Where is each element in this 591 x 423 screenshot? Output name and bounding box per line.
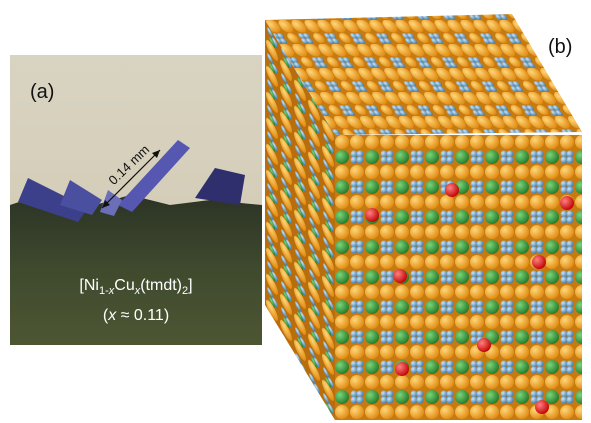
arrow-head <box>102 200 110 208</box>
photo: 0.14 mm (a) [Ni1-xCux(tmdt)2] (x ≈ 0.11) <box>10 55 262 345</box>
doping-part: ( <box>103 307 109 324</box>
doping-part: x <box>107 307 117 324</box>
crystal <box>100 190 122 216</box>
doping-part: ≈ 0.11) <box>116 307 169 324</box>
cu-site <box>560 196 574 210</box>
cu-site <box>393 269 407 283</box>
formula-part: 2 <box>182 285 188 297</box>
panel-label: (b) <box>548 36 572 58</box>
formula-part: Cu <box>114 277 134 294</box>
cu-site <box>365 208 379 222</box>
cu-site <box>445 183 459 197</box>
model-top-face <box>265 14 582 135</box>
formula-part: (tmdt) <box>140 277 182 294</box>
cu-site <box>532 255 546 269</box>
crystal <box>195 168 245 205</box>
formula-part: ] <box>188 277 192 294</box>
photo-substrate <box>10 195 262 345</box>
doping: (x ≈ 0.11) <box>103 307 169 324</box>
formula-part: x <box>134 285 141 297</box>
model-front-face <box>335 135 582 420</box>
model-side-face <box>265 20 335 420</box>
arrow-head <box>152 150 160 158</box>
formula: [Ni1-xCux(tmdt)2] <box>79 277 192 297</box>
crystal <box>60 180 102 215</box>
cu-site <box>535 400 549 414</box>
crystal <box>118 140 190 212</box>
crystal <box>18 178 88 222</box>
cu-site <box>477 338 491 352</box>
cu-site <box>395 362 409 376</box>
scale-arrow <box>101 149 161 209</box>
formula-part: [Ni <box>79 277 99 294</box>
formula-part: 1- <box>99 285 109 297</box>
crystal-model: (b) <box>265 14 582 420</box>
formula-part: x <box>108 285 115 297</box>
panel-label: (a) <box>30 81 54 103</box>
